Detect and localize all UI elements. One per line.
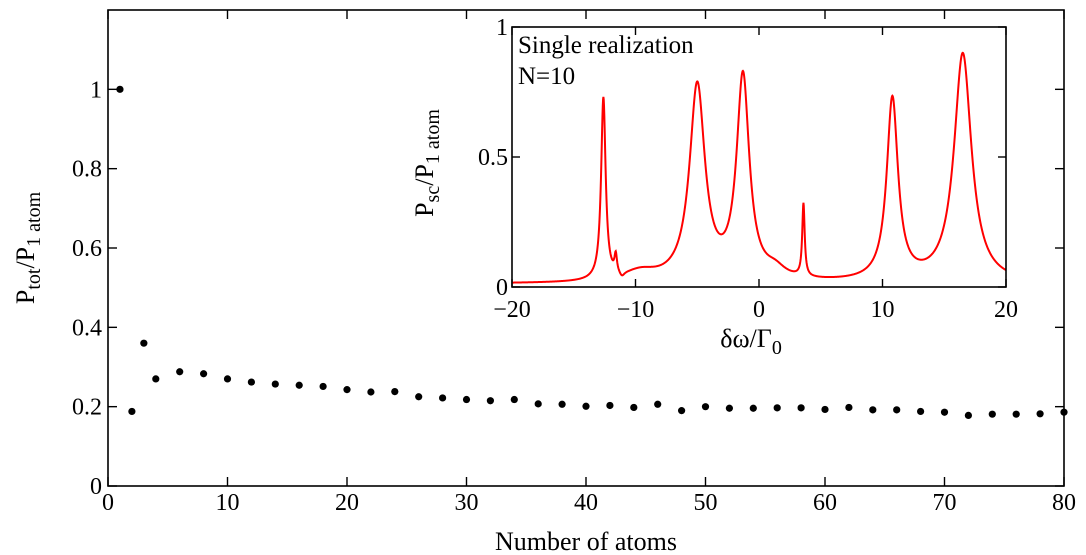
main-x-tick-label: 50 bbox=[694, 490, 718, 516]
inset-spectrum-line bbox=[511, 51, 1007, 284]
inset-plot: −20 −10 0 10 20 0 0.5 1 Single realization N=10… bbox=[404, 15, 1018, 367]
data-point bbox=[140, 339, 148, 347]
inset-background bbox=[404, 25, 1010, 367]
main-y-axis-label: Ptot/P1 atom bbox=[11, 191, 45, 304]
inset-axis-tick-labels: −20 −10 0 10 20 0 0.5 1 bbox=[478, 15, 1018, 323]
inset-y-axis-label: Psc/P1 atom bbox=[410, 109, 444, 217]
data-point bbox=[247, 378, 255, 386]
data-point bbox=[343, 386, 351, 394]
data-point bbox=[869, 406, 877, 414]
data-point bbox=[678, 407, 686, 415]
data-point bbox=[319, 382, 327, 391]
main-y-label-p2: /P bbox=[11, 247, 40, 269]
data-point bbox=[510, 395, 518, 404]
data-point bbox=[1012, 410, 1020, 418]
main-x-tick-label: 20 bbox=[335, 490, 359, 516]
main-y-tick-label: 1 bbox=[90, 77, 102, 103]
data-point bbox=[415, 393, 423, 401]
inset-x-axis-label: δω/Γ0 bbox=[720, 324, 782, 359]
main-y-label-sub2: 1 atom bbox=[23, 191, 45, 246]
main-x-tick-label: 60 bbox=[813, 490, 837, 516]
data-point bbox=[176, 368, 184, 376]
inset-y-label-sub1: sc bbox=[422, 186, 444, 203]
data-point bbox=[439, 394, 447, 402]
data-point bbox=[797, 404, 805, 412]
main-y-tick-label: 0.8 bbox=[72, 157, 102, 183]
data-point bbox=[893, 406, 901, 414]
main-y-tick-label: 0.6 bbox=[72, 236, 102, 262]
data-point bbox=[200, 370, 208, 378]
data-point bbox=[486, 397, 494, 405]
main-axis-ticks bbox=[107, 10, 1065, 487]
data-point bbox=[152, 375, 160, 383]
data-point bbox=[701, 403, 710, 411]
inset-y-tick-label: 0 bbox=[496, 275, 508, 301]
data-point bbox=[749, 404, 757, 412]
inset-plot-frame bbox=[511, 26, 1007, 288]
main-x-tick-label: 40 bbox=[574, 490, 598, 516]
inset-y-label-p1: P bbox=[410, 202, 439, 216]
inset-y-label-sub2: 1 atom bbox=[422, 109, 444, 164]
inset-y-tick-label: 0.5 bbox=[478, 145, 508, 171]
data-point bbox=[940, 408, 949, 416]
inset-annotation-line-2: N=10 bbox=[518, 63, 575, 90]
main-y-tick-label: 0.4 bbox=[72, 315, 102, 341]
inset-x-tick-label: 10 bbox=[871, 297, 895, 323]
main-y-tick-label: 0 bbox=[90, 474, 102, 500]
data-point bbox=[582, 402, 590, 410]
data-point bbox=[295, 381, 303, 389]
inset-y-tick-label: 1 bbox=[496, 15, 508, 41]
data-point bbox=[1036, 410, 1044, 418]
data-point bbox=[462, 395, 471, 404]
inset-x-label-sub: 0 bbox=[772, 337, 782, 359]
data-point bbox=[773, 404, 781, 412]
data-point bbox=[271, 380, 279, 388]
data-point bbox=[1060, 408, 1068, 416]
main-y-label-p1: P bbox=[11, 290, 40, 304]
data-point bbox=[917, 407, 925, 416]
inset-annotation-line-1: Single realization bbox=[518, 32, 694, 59]
main-x-tick-label: 0 bbox=[102, 490, 114, 516]
main-y-tick-label: 0.2 bbox=[72, 395, 102, 421]
data-point bbox=[558, 400, 566, 408]
data-point bbox=[116, 85, 124, 93]
inset-x-tick-label: −20 bbox=[493, 297, 531, 323]
main-x-tick-label: 70 bbox=[933, 490, 957, 516]
inset-x-tick-label: −10 bbox=[617, 297, 655, 323]
inset-x-tick-label: 20 bbox=[994, 297, 1018, 323]
data-point bbox=[606, 401, 614, 410]
data-point bbox=[534, 400, 542, 408]
data-point bbox=[988, 410, 996, 418]
data-point bbox=[964, 411, 973, 419]
main-x-tick-label: 80 bbox=[1052, 490, 1076, 516]
main-x-axis-label: Number of atoms bbox=[495, 527, 677, 555]
inset-x-tick-label: 0 bbox=[753, 297, 765, 323]
data-point bbox=[725, 404, 734, 412]
inset-x-label-main: δω/Γ bbox=[720, 324, 772, 353]
data-point bbox=[630, 403, 638, 412]
data-point bbox=[845, 403, 853, 412]
main-axis-tick-labels: 0 10 20 30 40 50 60 70 80 0 0.2 0.4 0.6 0.8 1 bbox=[72, 77, 1076, 516]
main-x-tick-label: 10 bbox=[216, 490, 240, 516]
inset-y-label-p2: /P bbox=[410, 164, 439, 186]
data-point bbox=[821, 405, 829, 414]
data-point bbox=[128, 407, 136, 416]
main-x-tick-label: 30 bbox=[455, 490, 479, 516]
data-point bbox=[367, 388, 375, 396]
data-point bbox=[654, 400, 662, 408]
main-scatter-series bbox=[116, 85, 1068, 419]
main-y-label-sub1: tot bbox=[23, 268, 45, 290]
data-point bbox=[391, 387, 399, 396]
data-point bbox=[223, 375, 232, 383]
